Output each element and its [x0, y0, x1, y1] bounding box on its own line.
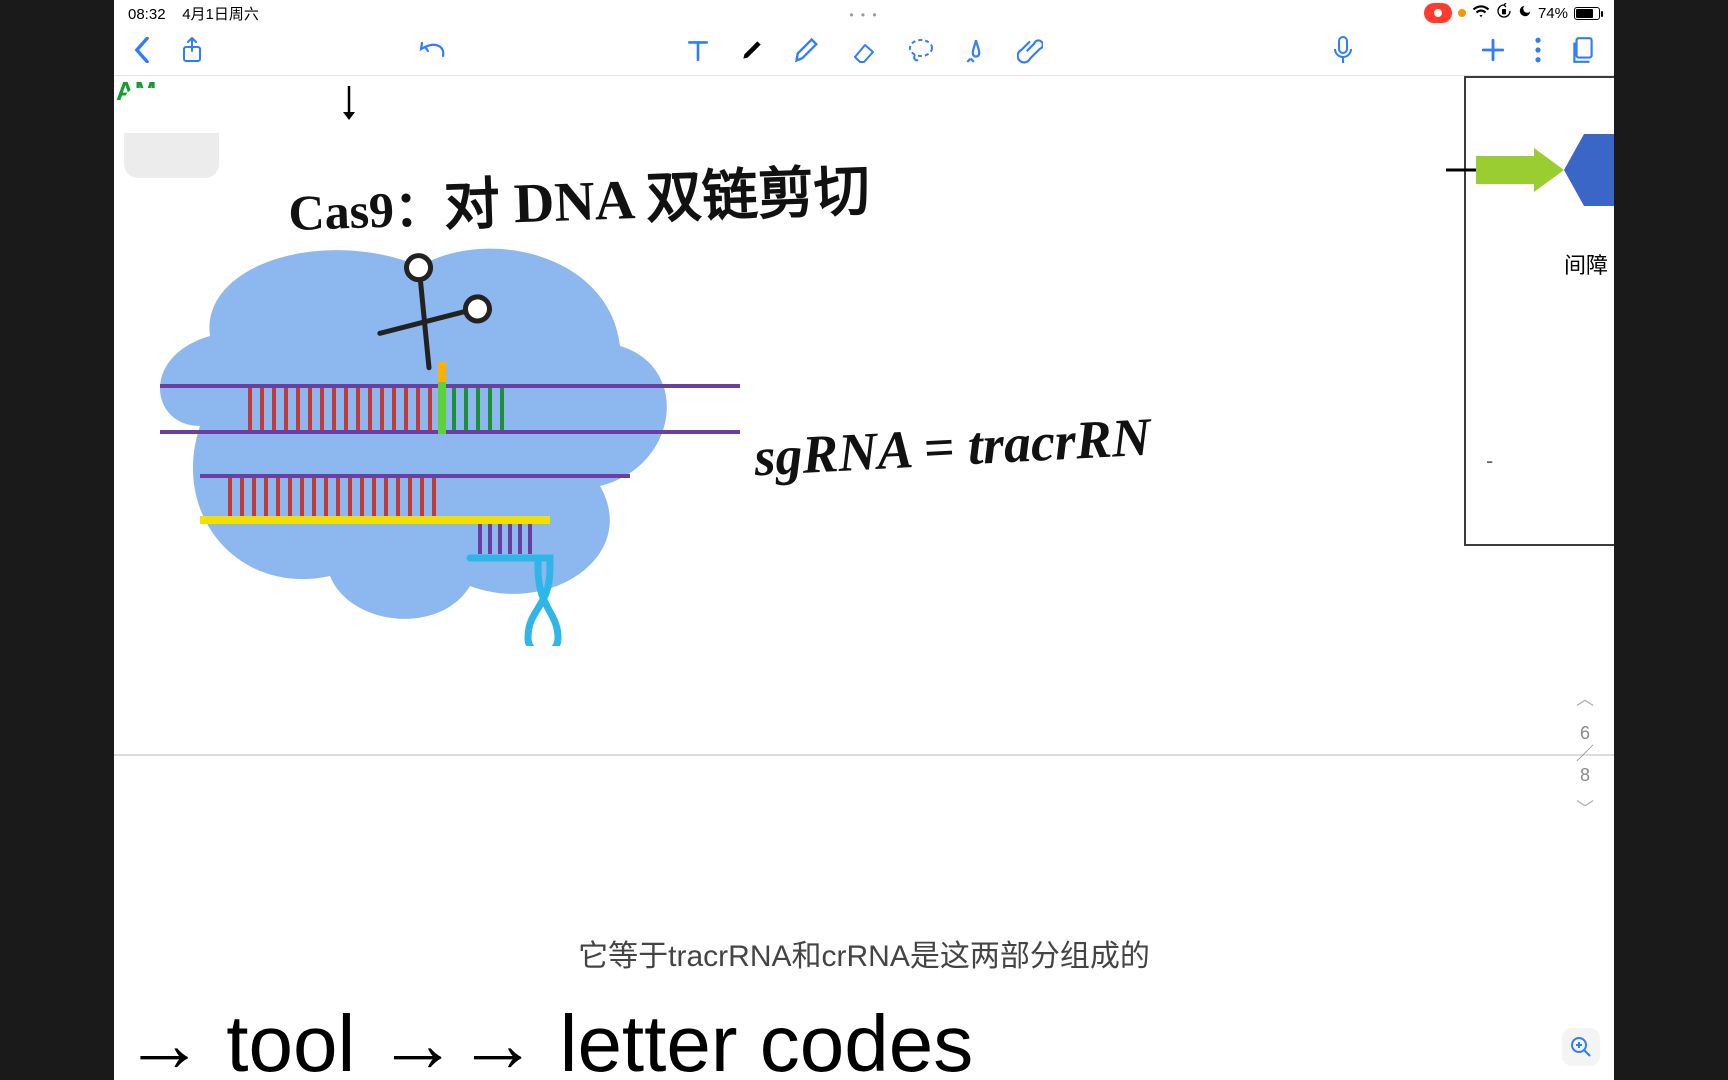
battery-icon — [1574, 7, 1600, 20]
microphone-button[interactable] — [1332, 35, 1354, 65]
pen-tool[interactable] — [739, 36, 765, 64]
page-thumbnail[interactable] — [124, 88, 219, 178]
chevron-up-icon[interactable]: ︿ — [1576, 689, 1594, 710]
zoom-in-button[interactable] — [1562, 1028, 1600, 1066]
handwritten-cas9-label: Cas9：对 DNA 双链剪切 — [287, 146, 871, 247]
undo-button[interactable] — [419, 38, 449, 62]
handwritten-sgrna-label: sgRNA = tracrRN — [753, 406, 1153, 489]
hw-prefix: Cas9： — [287, 180, 444, 241]
page-indicator[interactable]: ︿ 6 ／ 8 ﹀ — [1576, 689, 1594, 820]
bottom-large-text: → tool →→ letter codes — [114, 998, 1614, 1080]
canvas-divider — [114, 754, 1614, 756]
add-button[interactable] — [1480, 37, 1506, 63]
attachment-tool[interactable] — [1017, 36, 1043, 64]
status-right: 74% — [1424, 3, 1600, 23]
pages-button[interactable] — [1570, 36, 1596, 64]
eraser-tool[interactable] — [849, 37, 879, 63]
lasso-tool[interactable] — [907, 37, 935, 63]
down-arrow-icon — [340, 84, 358, 124]
page-current: 6 — [1576, 723, 1594, 744]
page-sep: ／ — [1576, 744, 1594, 765]
cas9-diagram — [120, 186, 760, 646]
status-left: 08:32 4月1日周六 — [128, 3, 259, 24]
highlighter-tool[interactable] — [793, 36, 821, 64]
back-button[interactable] — [132, 37, 152, 63]
location-indicator-icon — [1458, 9, 1466, 17]
multitask-dots[interactable]: • • • — [849, 8, 878, 22]
page-total: 8 — [1576, 765, 1594, 786]
status-bar: 08:32 4月1日周六 • • • 74% — [114, 0, 1614, 24]
more-button[interactable] — [1534, 37, 1542, 63]
status-time: 08:32 — [128, 6, 166, 23]
video-subtitle: 它等于tracrRNA和crRNA是这两部分组成的 — [114, 931, 1614, 975]
wifi-icon — [1472, 4, 1490, 22]
shape-tool[interactable] — [963, 36, 989, 64]
app-toolbar — [114, 24, 1614, 76]
right-panel-fragment: 间障 - — [1464, 76, 1614, 546]
hw-line1: 对 DNA 双链剪切 — [443, 161, 871, 238]
note-canvas[interactable]: AM — [114, 76, 1614, 756]
share-button[interactable] — [180, 36, 204, 64]
screen-record-indicator[interactable] — [1424, 3, 1452, 23]
text-tool[interactable] — [685, 36, 711, 64]
battery-pct: 74% — [1538, 5, 1568, 22]
device-frame: 08:32 4月1日周六 • • • 74% — [114, 0, 1614, 1080]
orientation-lock-icon — [1496, 3, 1512, 23]
status-date: 4月1日周六 — [182, 6, 259, 23]
dnd-moon-icon — [1518, 4, 1532, 22]
chevron-down-icon[interactable]: ﹀ — [1576, 799, 1594, 820]
right-fragment-label: 间障 — [1564, 248, 1608, 280]
